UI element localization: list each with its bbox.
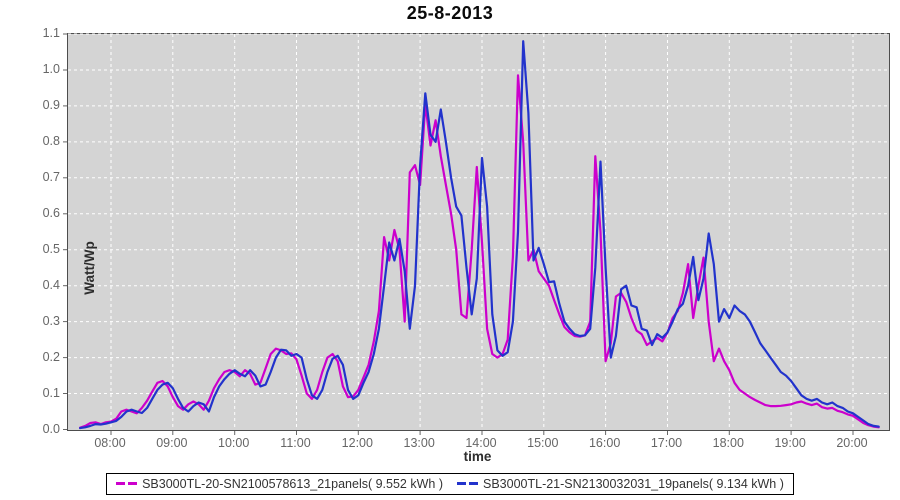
legend-label-series-1: SB3000TL-20-SN2100578613_21panels( 9.552… (142, 476, 443, 491)
plot-area: Watt/Wp (63, 33, 890, 435)
x-tick-label: 16:00 (588, 436, 621, 450)
legend: SB3000TL-20-SN2100578613_21panels( 9.552… (106, 472, 794, 495)
y-tick-label: 0.3 (42, 313, 60, 328)
y-tick-label: 0.4 (42, 277, 60, 292)
y-tick-label: 0.2 (42, 349, 60, 364)
y-tick-label: 1.0 (42, 61, 60, 76)
y-tick-label: 0.0 (42, 421, 60, 436)
legend-item-series-1: SB3000TL-20-SN2100578613_21panels( 9.552… (116, 477, 443, 491)
x-tick-label: 10:00 (218, 436, 250, 450)
y-tick-label: 0.1 (42, 385, 60, 400)
x-axis-title: time (463, 449, 492, 464)
y-axis-title: Watt/Wp (82, 241, 97, 295)
chart-title: 25-8-2013 (406, 3, 494, 23)
x-tick-label: 13:00 (403, 436, 435, 450)
series-line-2 (79, 40, 880, 430)
legend-item-series-2: SB3000TL-21-SN2130032031_19panels( 9.134… (457, 477, 784, 491)
x-tick-label: 12:00 (341, 436, 373, 450)
x-tick-label: 15:00 (527, 436, 559, 450)
x-tick-label: 20:00 (836, 436, 868, 450)
y-tick-label: 1.1 (42, 26, 60, 40)
x-tick-label: 08:00 (94, 436, 126, 450)
x-tick-label: 17:00 (650, 436, 683, 450)
y-tick-label: 0.5 (42, 241, 60, 256)
y-tick-label: 0.9 (42, 97, 60, 112)
x-tick-label: 11:00 (280, 436, 311, 450)
plot-svg (63, 33, 889, 435)
y-tick-label: 0.6 (42, 205, 60, 220)
x-tick-label: 18:00 (712, 436, 744, 450)
x-tick-label: 14:00 (465, 436, 497, 450)
y-tick-label: 0.7 (42, 169, 60, 184)
series-2-line-swatch-icon (457, 482, 478, 485)
x-tick-label: 09:00 (156, 436, 188, 450)
series-1-line-swatch-icon (116, 482, 138, 485)
y-tick-label: 0.8 (42, 133, 60, 148)
legend-label-series-2: SB3000TL-21-SN2130032031_19panels( 9.134… (483, 476, 784, 491)
series-line-1 (79, 74, 880, 429)
x-tick-label: 19:00 (774, 436, 806, 450)
legend-wrap: SB3000TL-20-SN2100578613_21panels( 9.552… (0, 472, 900, 495)
